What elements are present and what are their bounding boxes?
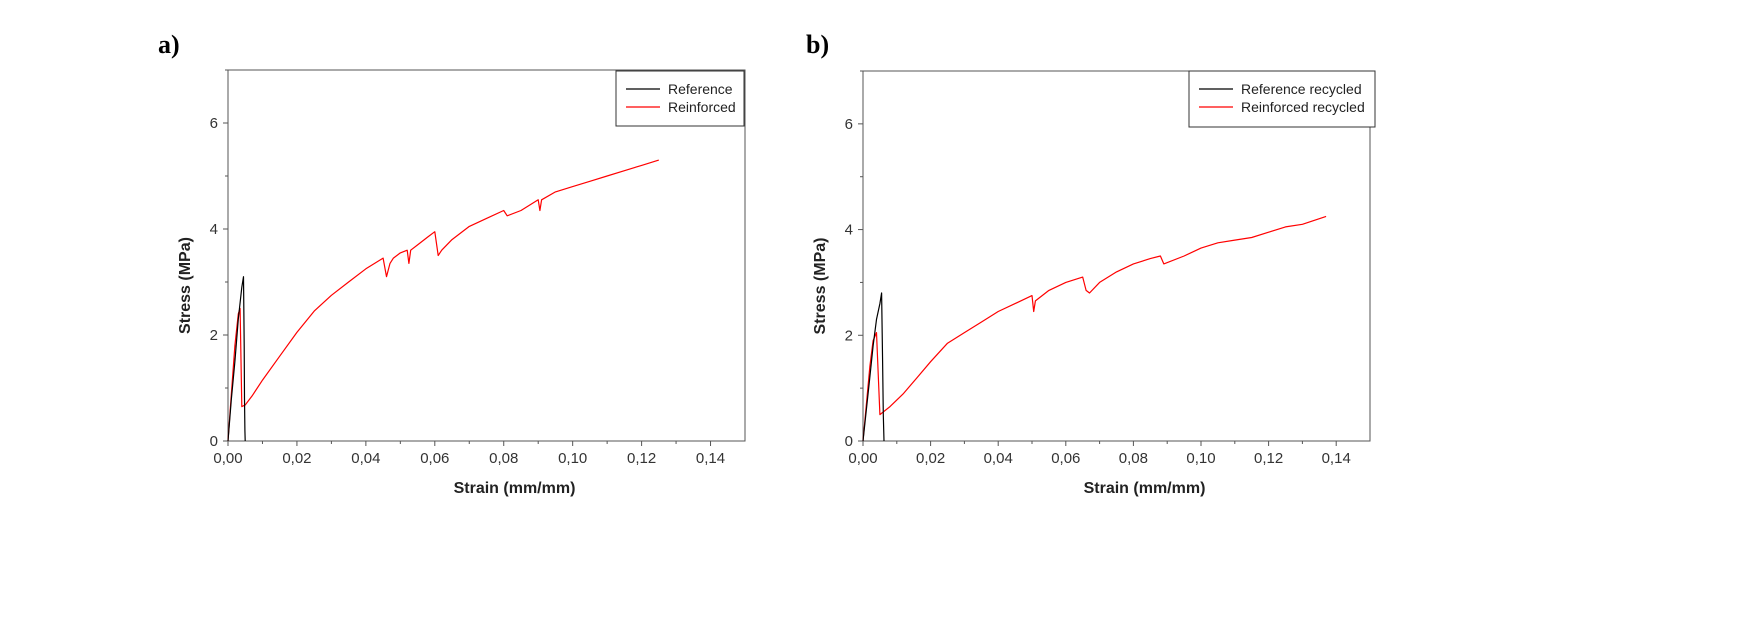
x-tick-label: 0,08: [1119, 450, 1148, 467]
x-tick-label: 0,04: [351, 450, 380, 467]
x-tick-label: 0,10: [1186, 450, 1215, 467]
x-tick-label: 0,00: [213, 450, 242, 467]
chart-a-svg: 0,00 0,02 0,04 0,06 0,08 0,10 0,12 0,14 0 2 4 6 Stra…: [177, 69, 746, 497]
series-line-reinforced: [227, 159, 659, 442]
x-axis-title: Strain (mm/mm): [454, 480, 576, 497]
x-tick-label: 0,06: [420, 450, 449, 467]
x-tick-label: 0,14: [1322, 450, 1351, 467]
x-tick-label: 0,02: [282, 450, 311, 467]
y-tick-label: 6: [210, 115, 218, 132]
panel-label-b: b): [806, 30, 830, 59]
series-line-reinforced: [862, 215, 1327, 442]
x-tick-label: 0,04: [984, 450, 1013, 467]
x-tick-label: 0,14: [696, 450, 725, 467]
legend-box: [615, 70, 745, 127]
plot-frame: [862, 70, 1371, 442]
y-axis-title: Stress (MPa): [812, 238, 829, 335]
panel-label-a: a): [158, 30, 180, 59]
x-tick-label: 0,12: [1254, 450, 1283, 467]
y-tick-label: 0: [845, 433, 853, 450]
y-tick-label: 4: [210, 221, 218, 238]
series-line-reference: [227, 276, 246, 442]
legend-label: Reinforced recycled: [1241, 99, 1365, 115]
plot-frame: [227, 69, 746, 442]
y-tick-label: 6: [845, 116, 853, 133]
y-tick-label: 0: [210, 433, 218, 450]
y-tick-label: 2: [845, 327, 853, 344]
legend-label: Reference recycled: [1241, 81, 1362, 97]
x-tick-label: 0,08: [489, 450, 518, 467]
legend-label: Reinforced: [668, 99, 736, 115]
x-tick-label: 0,06: [1051, 450, 1080, 467]
x-tick-label: 0,02: [916, 450, 945, 467]
y-tick-label: 4: [845, 222, 853, 239]
y-tick-label: 2: [210, 327, 218, 344]
x-tick-label: 0,00: [848, 450, 877, 467]
x-tick-label: 0,10: [558, 450, 587, 467]
x-tick-label: 0,12: [627, 450, 656, 467]
x-axis-title: Strain (mm/mm): [1084, 480, 1206, 497]
legend-box: [1188, 70, 1376, 128]
chart-panel-a: a) 0,00 0,02 0,04 0,06 0,08 0,10 0,12 0,14 0 2 4 6 S…: [158, 30, 746, 497]
legend-label: Reference: [668, 81, 733, 97]
chart-panel-b: b) 0,00 0,02 0,04 0,06 0,08 0,10 0,12 0,14 0 2 4 6 S…: [806, 0, 1760, 617]
chart-b-svg: 0,00 0,02 0,04 0,06 0,08 0,10 0,12 0,14 0 2 4 6 Stra…: [812, 70, 1376, 497]
y-axis-title: Stress (MPa): [177, 237, 194, 334]
series-line-reference: [862, 292, 885, 442]
